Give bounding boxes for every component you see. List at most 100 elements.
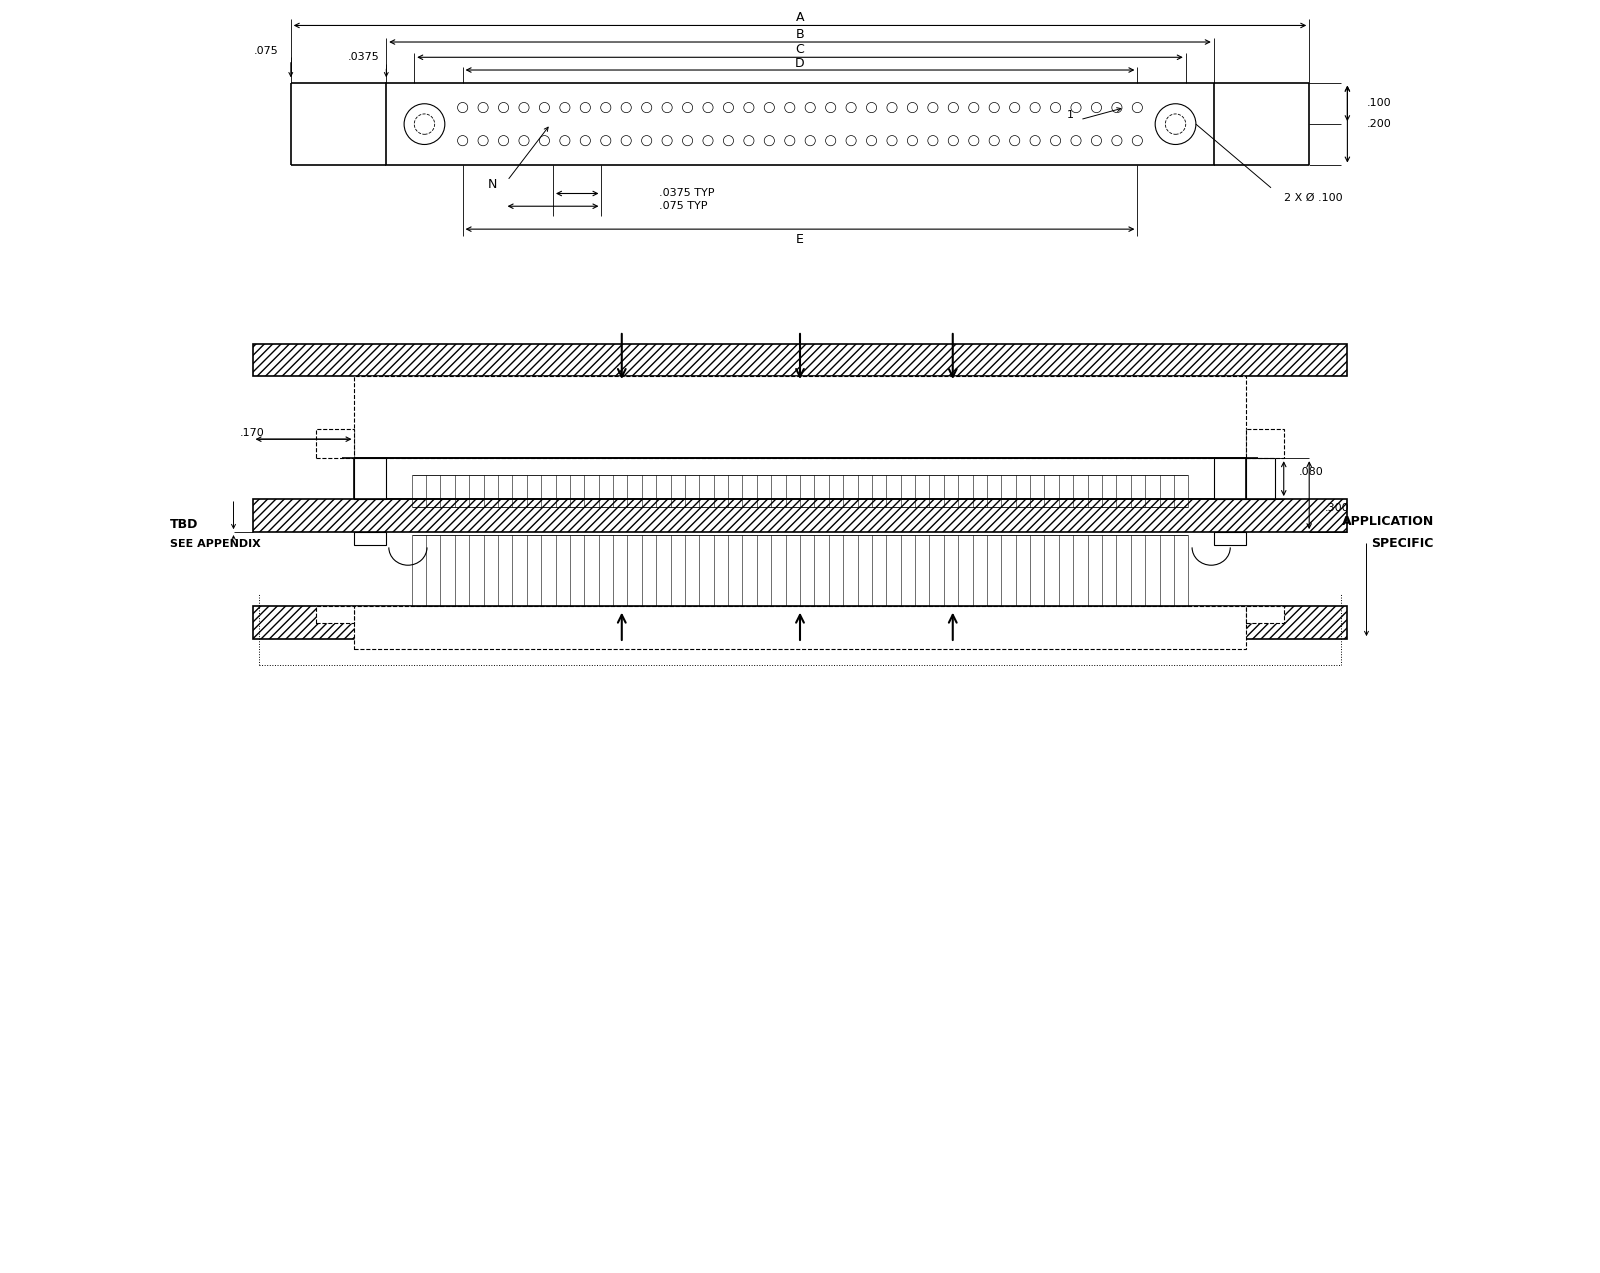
Circle shape bbox=[1070, 102, 1082, 112]
Bar bbox=[386, 83, 1214, 165]
Text: APPLICATION: APPLICATION bbox=[1342, 516, 1434, 528]
Bar bbox=[253, 606, 1347, 639]
Circle shape bbox=[662, 135, 672, 145]
Circle shape bbox=[642, 135, 651, 145]
Circle shape bbox=[1051, 102, 1061, 112]
Circle shape bbox=[846, 135, 856, 145]
Text: TBD: TBD bbox=[170, 518, 198, 531]
Circle shape bbox=[683, 135, 693, 145]
Circle shape bbox=[478, 135, 488, 145]
Text: SEE APPENDIX: SEE APPENDIX bbox=[170, 538, 261, 549]
Circle shape bbox=[499, 135, 509, 145]
Circle shape bbox=[499, 102, 509, 112]
Circle shape bbox=[765, 102, 774, 112]
Circle shape bbox=[765, 135, 774, 145]
Circle shape bbox=[600, 135, 611, 145]
Circle shape bbox=[414, 113, 435, 134]
Bar bbox=[253, 344, 1347, 376]
Circle shape bbox=[968, 102, 979, 112]
Text: D: D bbox=[795, 57, 805, 70]
Circle shape bbox=[949, 135, 958, 145]
Circle shape bbox=[581, 135, 590, 145]
Text: .0375 TYP: .0375 TYP bbox=[659, 188, 714, 199]
Bar bbox=[1214, 458, 1245, 499]
Circle shape bbox=[907, 135, 917, 145]
Bar bbox=[1214, 532, 1245, 545]
Circle shape bbox=[1010, 102, 1019, 112]
Text: A: A bbox=[795, 11, 805, 24]
Text: .300: .300 bbox=[1325, 503, 1349, 513]
Bar bbox=[1245, 429, 1283, 458]
Text: B: B bbox=[795, 28, 805, 41]
Circle shape bbox=[723, 102, 733, 112]
Circle shape bbox=[826, 135, 835, 145]
Circle shape bbox=[621, 102, 632, 112]
Text: 1: 1 bbox=[1067, 109, 1074, 120]
Circle shape bbox=[867, 135, 877, 145]
Bar bbox=[317, 606, 355, 624]
Circle shape bbox=[1091, 135, 1101, 145]
Text: SPECIFIC: SPECIFIC bbox=[1371, 537, 1434, 550]
Circle shape bbox=[784, 102, 795, 112]
Circle shape bbox=[539, 135, 549, 145]
Circle shape bbox=[1091, 102, 1101, 112]
Text: .170: .170 bbox=[240, 428, 264, 438]
Circle shape bbox=[1010, 135, 1019, 145]
Circle shape bbox=[1112, 102, 1122, 112]
Circle shape bbox=[642, 102, 651, 112]
Text: .075 TYP: .075 TYP bbox=[659, 201, 707, 211]
Circle shape bbox=[723, 135, 733, 145]
Bar bbox=[253, 606, 1347, 639]
Circle shape bbox=[458, 135, 467, 145]
Bar bbox=[317, 429, 355, 458]
Bar bbox=[253, 344, 1347, 376]
Text: .080: .080 bbox=[1299, 467, 1323, 477]
Circle shape bbox=[478, 102, 488, 112]
Circle shape bbox=[867, 102, 877, 112]
Circle shape bbox=[683, 102, 693, 112]
Bar bbox=[355, 606, 1245, 649]
Circle shape bbox=[907, 102, 917, 112]
Circle shape bbox=[826, 102, 835, 112]
Circle shape bbox=[560, 135, 570, 145]
Circle shape bbox=[702, 102, 714, 112]
Bar bbox=[355, 532, 386, 545]
Circle shape bbox=[621, 135, 632, 145]
Circle shape bbox=[1030, 102, 1040, 112]
Circle shape bbox=[581, 102, 590, 112]
Text: .200: .200 bbox=[1366, 120, 1392, 129]
Circle shape bbox=[662, 102, 672, 112]
Circle shape bbox=[560, 102, 570, 112]
Circle shape bbox=[886, 102, 898, 112]
Circle shape bbox=[518, 102, 530, 112]
Circle shape bbox=[886, 135, 898, 145]
Circle shape bbox=[1133, 135, 1142, 145]
Circle shape bbox=[744, 135, 754, 145]
Circle shape bbox=[1112, 135, 1122, 145]
Circle shape bbox=[1165, 113, 1186, 134]
Circle shape bbox=[458, 102, 467, 112]
Circle shape bbox=[1051, 135, 1061, 145]
Circle shape bbox=[518, 135, 530, 145]
Circle shape bbox=[846, 102, 856, 112]
Text: .0375: .0375 bbox=[349, 52, 379, 62]
Text: .100: .100 bbox=[1366, 98, 1390, 108]
Circle shape bbox=[928, 102, 938, 112]
Circle shape bbox=[1030, 135, 1040, 145]
Bar bbox=[1245, 606, 1283, 624]
Circle shape bbox=[539, 102, 549, 112]
Circle shape bbox=[805, 135, 816, 145]
Circle shape bbox=[405, 103, 445, 144]
Bar bbox=[355, 458, 386, 499]
Circle shape bbox=[928, 135, 938, 145]
Circle shape bbox=[989, 102, 1000, 112]
Circle shape bbox=[600, 102, 611, 112]
Text: E: E bbox=[797, 233, 803, 246]
Circle shape bbox=[949, 102, 958, 112]
Circle shape bbox=[968, 135, 979, 145]
Text: N: N bbox=[488, 178, 498, 191]
Circle shape bbox=[1133, 102, 1142, 112]
Circle shape bbox=[784, 135, 795, 145]
Text: .075: .075 bbox=[253, 46, 278, 56]
Bar bbox=[355, 376, 1245, 458]
